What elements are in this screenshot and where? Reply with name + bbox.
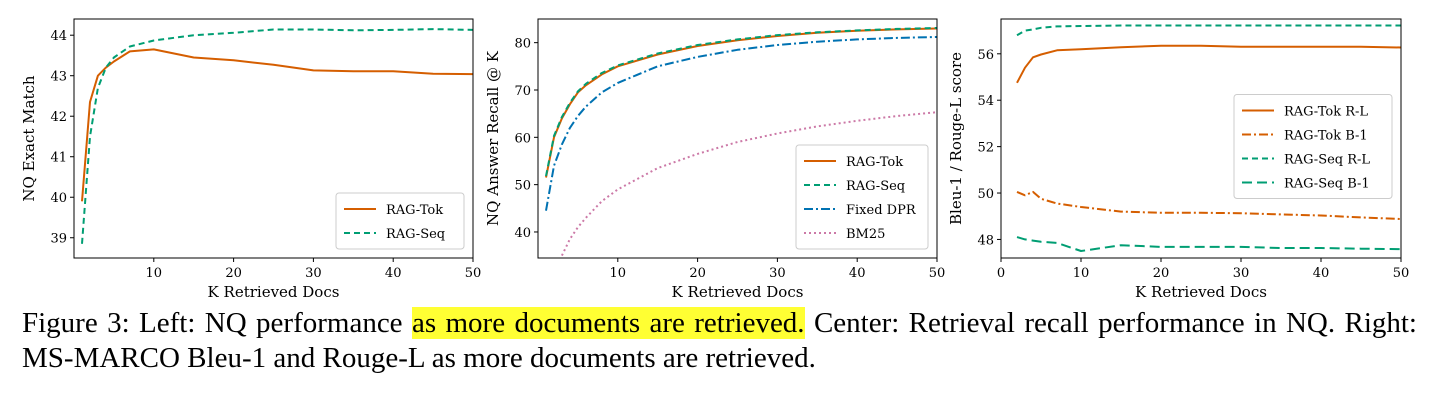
chart1-x-axis-label: K Retrieved Docs — [208, 283, 340, 300]
chart2: 10 20 30 40 50 40 50 60 70 80 K Retrieved Docs NQ A… — [484, 18, 946, 300]
chart1-legend-label-rag-tok: RAG-Tok — [386, 203, 443, 218]
caption-text-end: Center: Retrieval recall performance in … — [22, 307, 1417, 374]
chart3-legend-box — [1233, 94, 1393, 199]
chart2-legend-label-rag-tok: RAG-Tok — [846, 155, 903, 170]
chart1-x-tick-label: 50 — [465, 266, 482, 281]
chart3-x-tick-label: 30 — [1233, 266, 1250, 281]
figure: 10 20 30 40 50 39 40 41 42 43 44 K Retrieved Docs NQ… — [20, 18, 1410, 300]
chart3-y-axis-label: Bleu-1 / Rouge-L score — [947, 52, 965, 225]
chart3: 0 10 20 30 40 50 48 50 52 54 56 K Retrieved Docs Ble… — [947, 18, 1410, 300]
chart3-y-tick-label: 54 — [977, 94, 994, 109]
chart3-x-tick-label: 0 — [997, 266, 1005, 281]
figure-caption: Figure 3: Left: NQ performance as more d… — [22, 306, 1417, 376]
chart3-series-rag-tok-r-l — [1016, 44, 1402, 84]
chart1-y-axis-label: NQ Exact Match — [20, 75, 38, 201]
chart2-legend: RAG-Tok RAG-Seq Fixed DPR BM25 — [795, 144, 929, 250]
chart2-y-tick-label: 70 — [514, 84, 531, 99]
chart2-y-tick-label: 40 — [514, 226, 531, 241]
chart3-x-tick-label: 50 — [1393, 266, 1410, 281]
chart1-legend-box — [335, 192, 465, 250]
chart3-legend-label-rag-tok-r-l: RAG-Tok R-L — [1284, 105, 1368, 120]
chart2-x-tick-label: 10 — [610, 266, 627, 281]
caption-text-start: Figure 3: Left: NQ performance — [22, 307, 412, 339]
chart1-y-tick-label: 39 — [50, 232, 67, 247]
chart3-y-tick-label: 56 — [977, 48, 994, 63]
chart3-x-tick-label: 40 — [1313, 266, 1330, 281]
chart2-y-tick-label: 60 — [514, 131, 531, 146]
chart1-legend: RAG-Tok RAG-Seq — [335, 192, 465, 250]
chart3-x-tick-label: 20 — [1153, 266, 1170, 281]
chart3-axes-frame — [1000, 18, 1402, 259]
caption-highlight: as more documents are retrieved. — [411, 307, 805, 339]
chart1-y-tick-label: 43 — [50, 70, 67, 85]
chart3-series-rag-seq-r-l — [1016, 24, 1401, 37]
chart3-series-rag-seq-b-1 — [1016, 236, 1402, 252]
chart1-x-tick-label: 30 — [305, 266, 322, 281]
chart2-x-tick-label: 40 — [849, 266, 866, 281]
chart1-x-tick-label: 20 — [225, 266, 242, 281]
chart1-legend-label-rag-seq: RAG-Seq — [386, 227, 445, 242]
chart3-legend-label-rag-seq-b-1: RAG-Seq B-1 — [1284, 177, 1370, 192]
chart1-x-tick-label: 10 — [146, 266, 163, 281]
chart2-legend-label-bm25: BM25 — [846, 227, 885, 242]
chart3-y-tick-label: 48 — [977, 233, 994, 248]
chart1-series-rag-tok — [81, 48, 474, 202]
chart3-legend: RAG-Tok R-L RAG-Tok B-1 RAG-Seq R-L RAG-Seq… — [1233, 94, 1393, 199]
chart2-y-axis-label: NQ Answer Recall @ K — [484, 50, 502, 226]
chart2-x-axis-label: K Retrieved Docs — [672, 283, 804, 300]
chart2-x-tick-label: 30 — [769, 266, 786, 281]
chart3-legend-label-rag-tok-b-1: RAG-Tok B-1 — [1284, 129, 1368, 144]
chart2-x-tick-label: 50 — [929, 266, 946, 281]
chart3-series-rag-tok-b-1 — [1016, 190, 1402, 220]
chart2-legend-label-fixed-dpr: Fixed DPR — [846, 203, 917, 218]
figure-charts: 10 20 30 40 50 39 40 41 42 43 44 K Retrieved Docs NQ… — [20, 18, 1410, 300]
chart1-y-tick-label: 42 — [50, 110, 67, 125]
chart1-y-tick-label: 41 — [50, 151, 67, 166]
chart3-y-tick-label: 50 — [977, 187, 994, 202]
chart1-x-tick-label: 40 — [385, 266, 402, 281]
chart2-axes-frame — [537, 18, 938, 259]
chart1-series-rag-seq — [81, 28, 474, 244]
chart1-y-tick-label: 40 — [50, 191, 67, 206]
chart2-y-tick-label: 80 — [514, 37, 531, 52]
chart2-legend-label-rag-seq: RAG-Seq — [846, 179, 905, 194]
chart3-x-axis-label: K Retrieved Docs — [1135, 283, 1267, 300]
chart1: 10 20 30 40 50 39 40 41 42 43 44 K Retrieved Docs NQ… — [20, 18, 482, 300]
chart3-x-tick-label: 10 — [1073, 266, 1090, 281]
chart1-axes-frame — [73, 18, 474, 259]
chart2-legend-box — [795, 144, 929, 250]
chart2-x-tick-label: 20 — [689, 266, 706, 281]
chart3-legend-label-rag-seq-r-l: RAG-Seq R-L — [1284, 153, 1370, 168]
chart2-series-fixed-dpr — [545, 36, 938, 211]
chart2-y-tick-label: 50 — [514, 179, 531, 194]
chart1-y-tick-label: 44 — [50, 29, 67, 44]
chart3-y-tick-label: 52 — [977, 141, 994, 156]
chart2-series-rag-seq — [545, 27, 938, 177]
